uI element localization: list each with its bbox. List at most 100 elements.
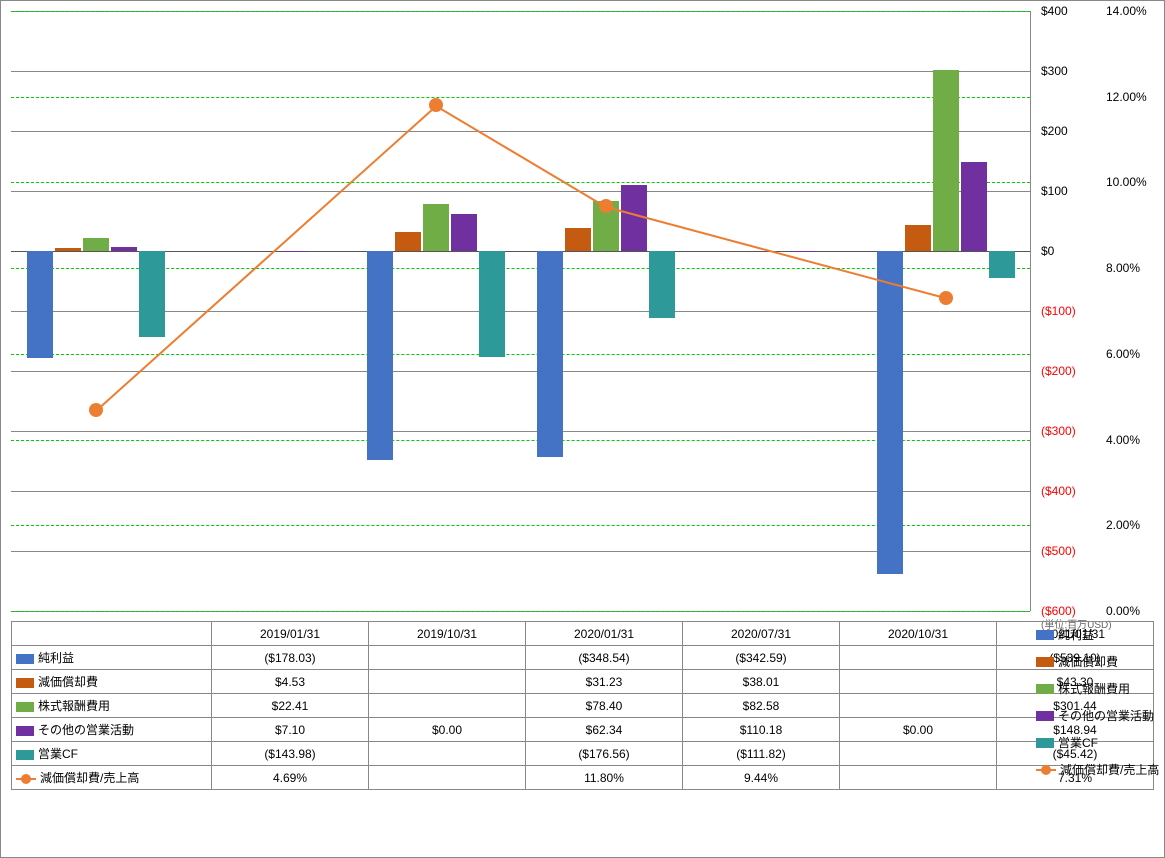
table-header-date: 2020/10/31 xyxy=(840,622,997,646)
series-label-text: その他の営業活動 xyxy=(38,723,134,737)
y-axis-right: 14.00%12.00%10.00%8.00%6.00%4.00%2.00%0.… xyxy=(1106,11,1165,611)
y-left-tick-label: $300 xyxy=(1041,64,1068,78)
legend-label: 減価償却費 xyxy=(1058,653,1118,670)
bar-stock_comp xyxy=(423,204,449,251)
y-left-tick-label: $200 xyxy=(1041,124,1068,138)
y-left-tick-label: ($300) xyxy=(1041,424,1076,438)
y-left-tick-label: $100 xyxy=(1041,184,1068,198)
chart-area: $400$300$200$100$0($100)($200)($300)($40… xyxy=(11,11,1154,611)
table-cell xyxy=(840,742,997,766)
table-cell: $22.41 xyxy=(212,694,369,718)
bar-net_income xyxy=(537,251,563,457)
legend-item: 株式報酬費用 xyxy=(1036,675,1161,702)
gridline-percent xyxy=(11,97,1030,98)
chart-container: $400$300$200$100$0($100)($200)($300)($40… xyxy=(0,0,1165,858)
bar-net_income xyxy=(27,251,53,358)
marker-dep_ratio xyxy=(939,291,953,305)
bar-marker-icon xyxy=(1036,684,1054,694)
y-left-tick-label: ($400) xyxy=(1041,484,1076,498)
series-label-text: 純利益 xyxy=(38,651,74,665)
y-left-tick-label: ($200) xyxy=(1041,364,1076,378)
bar-depreciation xyxy=(395,232,421,251)
legend-label: 営業CF xyxy=(1058,734,1098,751)
bar-other_ops xyxy=(791,251,817,252)
gridline-dollar xyxy=(11,71,1030,72)
gridline-percent xyxy=(11,182,1030,183)
table-cell: ($176.56) xyxy=(526,742,683,766)
table-corner xyxy=(12,622,212,646)
table-cell xyxy=(369,670,526,694)
table-header-date: 2020/07/31 xyxy=(683,622,840,646)
bar-op_cf xyxy=(649,251,675,318)
y-right-tick-label: 4.00% xyxy=(1106,433,1140,447)
plot-area xyxy=(11,11,1031,611)
data-table: 2019/01/312019/10/312020/01/312020/07/31… xyxy=(11,621,1154,790)
bar-marker-icon xyxy=(1036,738,1054,748)
bar-marker-icon xyxy=(16,678,34,688)
data-table-area: 2019/01/312019/10/312020/01/312020/07/31… xyxy=(11,621,1154,790)
table-cell: $7.10 xyxy=(212,718,369,742)
marker-dep_ratio xyxy=(429,98,443,112)
legend-label: その他の営業活動 xyxy=(1058,707,1154,724)
bar-op_cf xyxy=(139,251,165,337)
bar-marker-icon xyxy=(1036,630,1054,640)
legend-item: 純利益 xyxy=(1036,621,1161,648)
table-cell xyxy=(840,694,997,718)
bar-marker-icon xyxy=(16,654,34,664)
y-left-tick-label: ($100) xyxy=(1041,304,1076,318)
table-cell xyxy=(369,742,526,766)
table-header-date: 2019/10/31 xyxy=(369,622,526,646)
series-label-text: 営業CF xyxy=(38,747,78,761)
table-cell xyxy=(840,670,997,694)
legend-item: 減価償却費/売上高 xyxy=(1036,756,1161,783)
table-series-label: 株式報酬費用 xyxy=(12,694,212,718)
y-axis-left: $400$300$200$100$0($100)($200)($300)($40… xyxy=(1041,11,1101,611)
table-cell: $4.53 xyxy=(212,670,369,694)
table-cell: 9.44% xyxy=(683,766,840,790)
legend-label: 減価償却費/売上高 xyxy=(1060,761,1159,778)
table-cell: $0.00 xyxy=(369,718,526,742)
table-cell: $31.23 xyxy=(526,670,683,694)
y-left-tick-label: ($500) xyxy=(1041,544,1076,558)
table-cell: 4.69% xyxy=(212,766,369,790)
series-label-text: 減価償却費/売上高 xyxy=(40,771,139,785)
table-cell xyxy=(369,646,526,670)
table-cell: ($111.82) xyxy=(683,742,840,766)
table-cell: ($143.98) xyxy=(212,742,369,766)
legend-item: 営業CF xyxy=(1036,729,1161,756)
table-series-label: 営業CF xyxy=(12,742,212,766)
y-right-tick-label: 10.00% xyxy=(1106,175,1147,189)
y-left-tick-label: $0 xyxy=(1041,244,1054,258)
table-series-label: 減価償却費 xyxy=(12,670,212,694)
y-right-tick-label: 14.00% xyxy=(1106,4,1147,18)
series-label-text: 株式報酬費用 xyxy=(38,699,110,713)
table-header-date: 2020/01/31 xyxy=(526,622,683,646)
table-header-date: 2019/01/31 xyxy=(212,622,369,646)
table-cell: $0.00 xyxy=(840,718,997,742)
bar-other_ops xyxy=(111,247,137,251)
table-cell xyxy=(840,766,997,790)
bar-marker-icon xyxy=(16,750,34,760)
table-cell: $38.01 xyxy=(683,670,840,694)
bar-marker-icon xyxy=(1036,711,1054,721)
y-right-tick-label: 8.00% xyxy=(1106,261,1140,275)
table-cell xyxy=(369,766,526,790)
table-series-label: 減価償却費/売上高 xyxy=(12,766,212,790)
line-marker-icon xyxy=(1036,769,1056,771)
bar-marker-icon xyxy=(16,702,34,712)
marker-dep_ratio xyxy=(89,403,103,417)
bar-other_ops xyxy=(961,162,987,251)
line-segment-dep_ratio xyxy=(435,105,606,208)
bar-depreciation xyxy=(565,228,591,251)
table-series-label: その他の営業活動 xyxy=(12,718,212,742)
table-cell: ($342.59) xyxy=(683,646,840,670)
table-cell: $110.18 xyxy=(683,718,840,742)
line-marker-icon xyxy=(16,778,36,780)
table-series-label: 純利益 xyxy=(12,646,212,670)
bar-op_cf xyxy=(479,251,505,357)
bar-marker-icon xyxy=(16,726,34,736)
bar-other_ops xyxy=(281,251,307,252)
gridline-dollar xyxy=(11,131,1030,132)
table-cell: ($178.03) xyxy=(212,646,369,670)
bar-net_income xyxy=(367,251,393,460)
